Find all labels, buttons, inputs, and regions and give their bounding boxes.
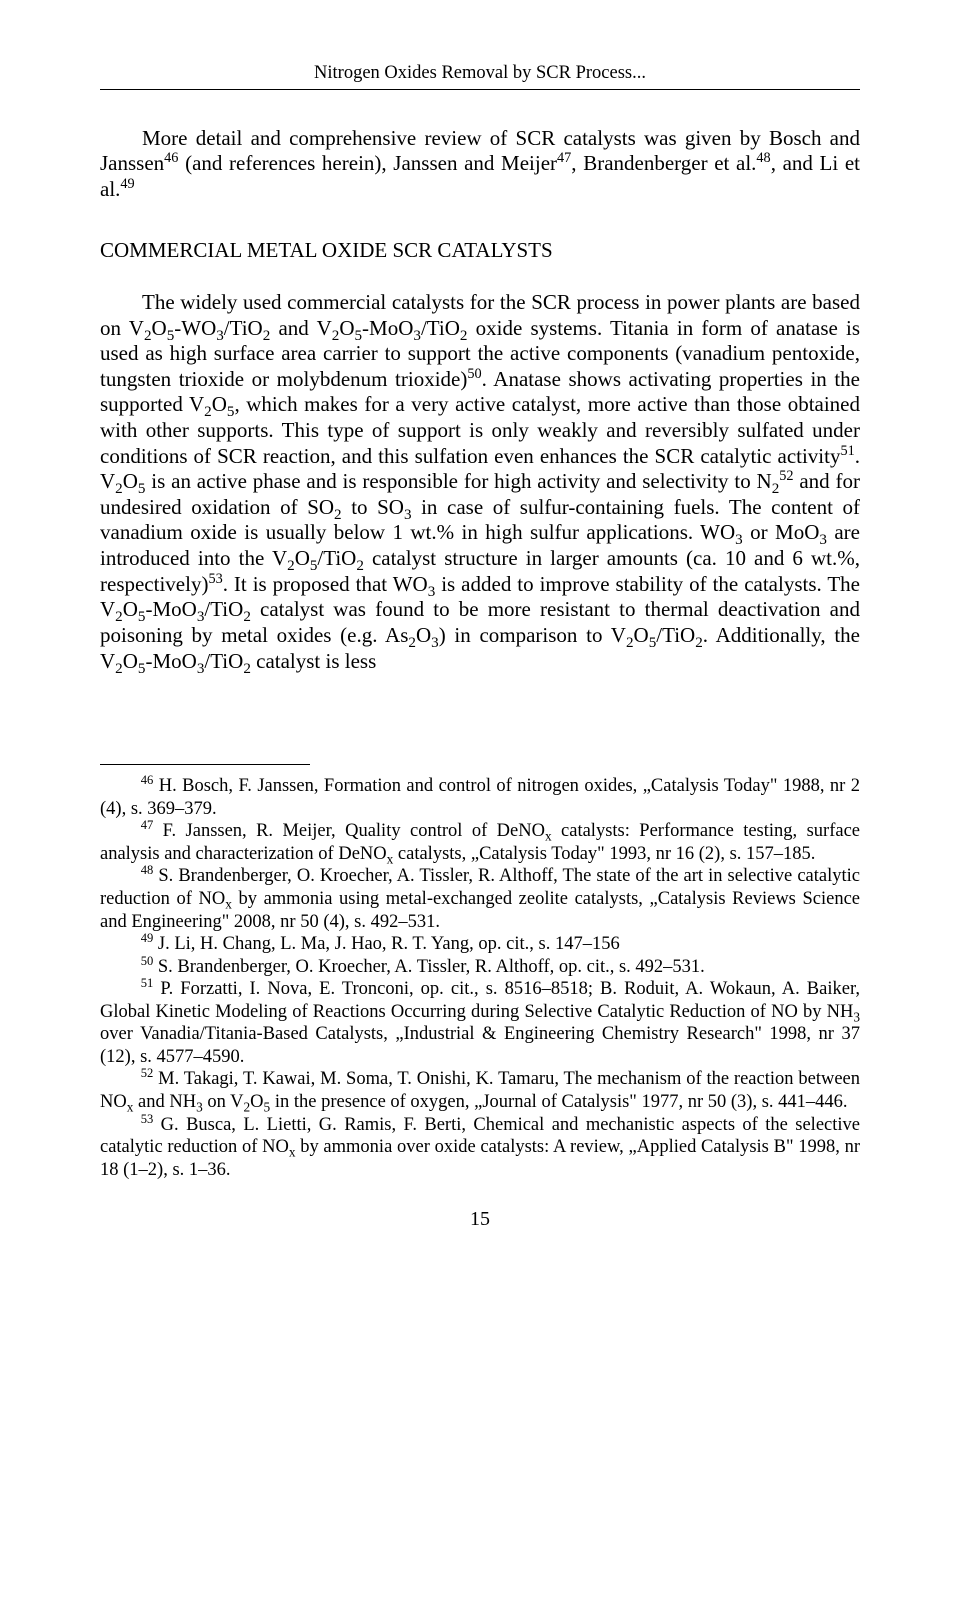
ref-51: 51 <box>840 443 854 459</box>
page-number: 15 <box>100 1207 860 1231</box>
fn-text: S. Brandenberger, O. Kroecher, A. Tissle… <box>153 957 705 977</box>
text: O <box>123 597 138 621</box>
running-header: Nitrogen Oxides Removal by SCR Process..… <box>100 62 860 85</box>
fn-text: over Vanadia/Titania-Based Catalysts, „I… <box>100 1024 860 1067</box>
sub: 3 <box>853 1009 860 1024</box>
text: O <box>634 623 649 647</box>
text: (and references herein), Janssen and Mei… <box>178 151 557 175</box>
fn-text: O <box>250 1092 263 1112</box>
text: /TiO <box>204 597 243 621</box>
fn-num: 49 <box>141 931 154 945</box>
fn-num: 50 <box>141 953 154 967</box>
ref-49: 49 <box>120 176 134 192</box>
fn-text: P. Forzatti, I. Nova, E. Tronconi, op. c… <box>100 979 860 1022</box>
footnote-52: 52 M. Takagi, T. Kawai, M. Soma, T. Onis… <box>100 1068 860 1113</box>
fn-text: H. Bosch, F. Janssen, Formation and cont… <box>100 776 860 819</box>
text: . It is proposed that WO <box>223 572 428 596</box>
text: to SO <box>342 495 404 519</box>
sub: 2 <box>626 635 634 651</box>
fn-num: 47 <box>141 818 154 832</box>
text: catalyst is less <box>251 649 376 673</box>
text: O <box>123 469 138 493</box>
ref-53: 53 <box>208 571 222 587</box>
footnote-50: 50 S. Brandenberger, O. Kroecher, A. Tis… <box>100 956 860 979</box>
ref-52: 52 <box>779 468 793 484</box>
footnote-53: 53 G. Busca, L. Lietti, G. Ramis, F. Ber… <box>100 1114 860 1182</box>
fn-num: 51 <box>141 976 154 990</box>
fn-text: and NH <box>133 1092 196 1112</box>
fn-num: 46 <box>141 773 154 787</box>
fn-text: in the presence of oxygen, „Journal of C… <box>270 1092 847 1112</box>
text: /TiO <box>421 316 460 340</box>
text: -MoO <box>145 597 196 621</box>
text: O <box>212 392 227 416</box>
section-heading: COMMERCIAL METAL OXIDE SCR CATALYSTS <box>100 238 860 264</box>
sub: 2 <box>695 635 703 651</box>
sub: 3 <box>431 635 439 651</box>
ref-48: 48 <box>756 150 770 166</box>
footnote-51: 51 P. Forzatti, I. Nova, E. Tronconi, op… <box>100 978 860 1068</box>
fn-text: catalysts, „Catalysis Today" 1993, nr 16… <box>393 844 815 864</box>
text: /TiO <box>224 316 263 340</box>
sub: x <box>545 829 552 844</box>
ref-46: 46 <box>164 150 178 166</box>
fn-num: 48 <box>141 863 154 877</box>
sub: x <box>225 897 232 912</box>
body-paragraph: The widely used commercial catalysts for… <box>100 290 860 674</box>
fn-text: on V <box>203 1092 244 1112</box>
fn-text: F. Janssen, R. Meijer, Quality control o… <box>153 821 545 841</box>
text: , Brandenberger et al. <box>571 151 756 175</box>
footnote-48: 48 S. Brandenberger, O. Kroecher, A. Tis… <box>100 865 860 933</box>
footnote-49: 49 J. Li, H. Chang, L. Ma, J. Hao, R. T.… <box>100 933 860 956</box>
text: is an active phase and is responsible fo… <box>145 469 771 493</box>
text: O <box>152 316 167 340</box>
ref-50: 50 <box>467 366 481 382</box>
footnote-47: 47 F. Janssen, R. Meijer, Quality contro… <box>100 820 860 865</box>
text: /TiO <box>204 649 243 673</box>
header-rule <box>100 89 860 90</box>
text: and V <box>270 316 331 340</box>
text: -MoO <box>362 316 413 340</box>
footnotes: 46 H. Bosch, F. Janssen, Formation and c… <box>100 775 860 1181</box>
text: O <box>416 623 431 647</box>
fn-num: 53 <box>141 1111 154 1125</box>
text: O <box>123 649 138 673</box>
text: O <box>295 546 310 570</box>
fn-text: J. Li, H. Chang, L. Ma, J. Hao, R. T. Ya… <box>153 934 619 954</box>
footnotes-separator <box>100 764 310 765</box>
text: -MoO <box>145 649 196 673</box>
sub: 2 <box>243 661 251 677</box>
sub: 2 <box>408 635 416 651</box>
sub: 3 <box>196 1100 203 1115</box>
text: or MoO <box>743 520 820 544</box>
fn-num: 52 <box>141 1066 154 1080</box>
text: ) in comparison to V <box>439 623 626 647</box>
intro-paragraph: More detail and comprehensive review of … <box>100 126 860 203</box>
text: O <box>339 316 354 340</box>
text: /TiO <box>317 546 356 570</box>
text: -WO <box>174 316 216 340</box>
text: /TiO <box>656 623 695 647</box>
sub: 2 <box>115 661 123 677</box>
footnote-46: 46 H. Bosch, F. Janssen, Formation and c… <box>100 775 860 820</box>
ref-47: 47 <box>557 150 571 166</box>
